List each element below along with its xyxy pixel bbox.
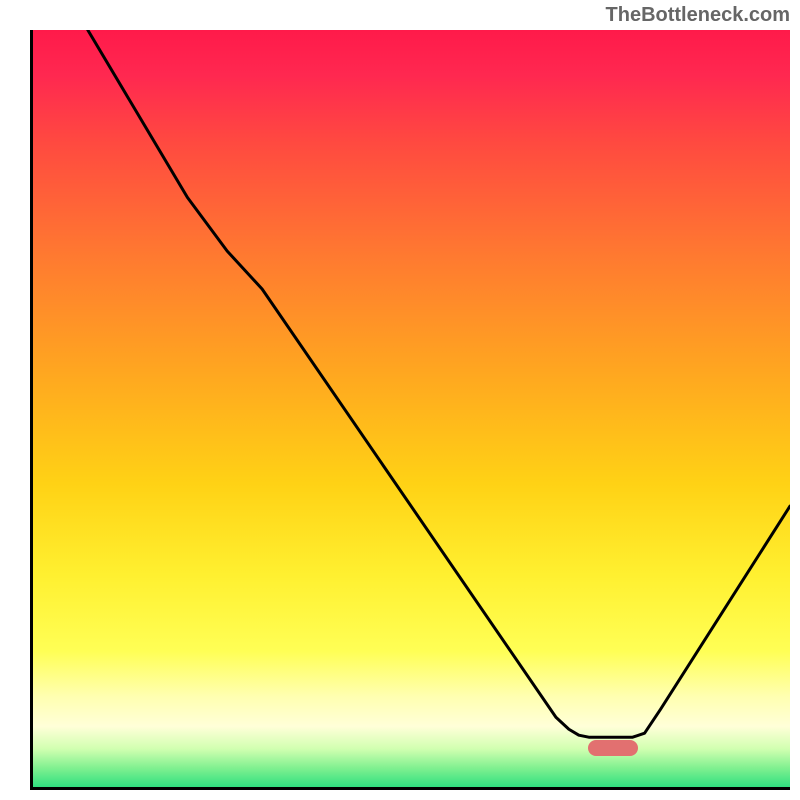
optimal-marker (588, 740, 638, 756)
plot-frame (30, 30, 790, 790)
bottleneck-curve (33, 30, 790, 787)
watermark-text: TheBottleneck.com (606, 4, 790, 27)
